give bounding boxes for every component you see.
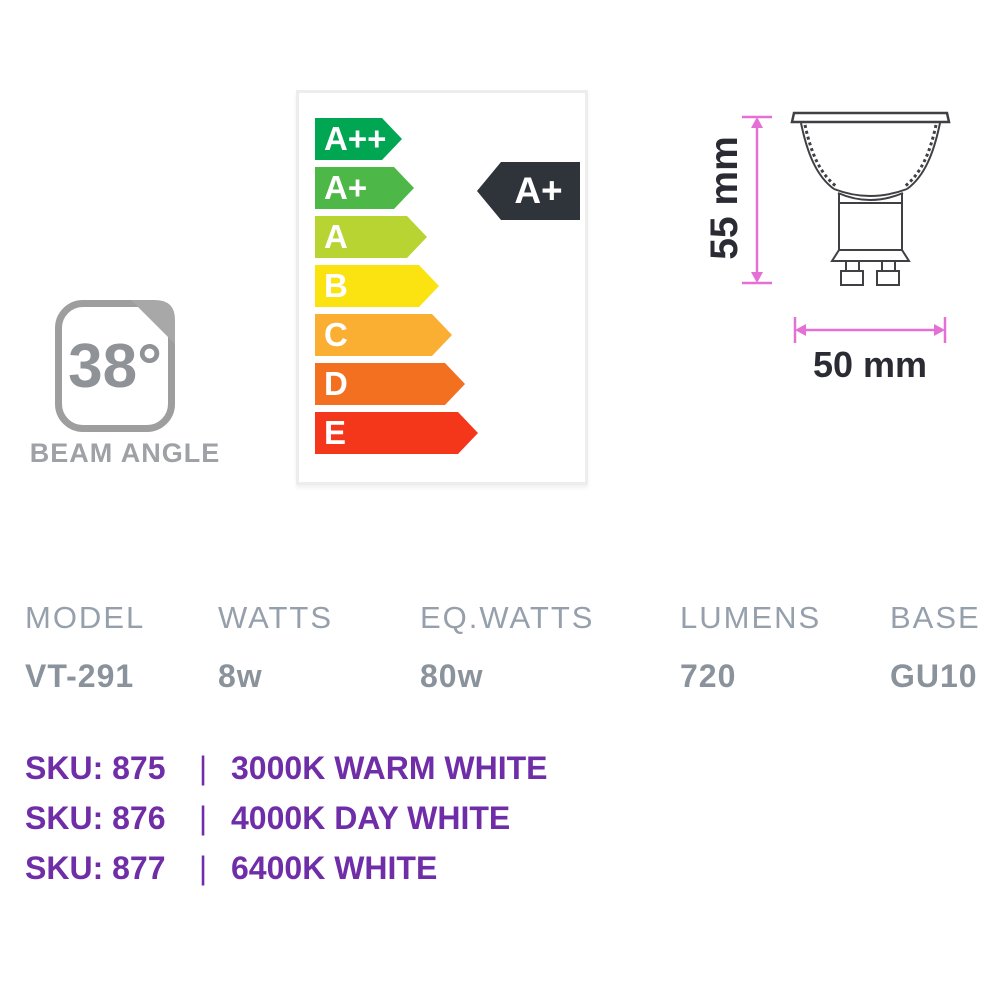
energy-class-arrow-e: E <box>315 412 478 454</box>
dimension-lines <box>742 115 947 343</box>
spec-value-model: VT-291 <box>25 658 135 694</box>
energy-rating-badge: A+ <box>477 162 580 220</box>
spec-header-watts: WATTS <box>218 600 334 635</box>
energy-class-arrow-b: B <box>315 265 439 307</box>
bulb-diagram <box>790 111 951 286</box>
spec-col-eq-watts: EQ.WATTS 80w <box>420 600 594 695</box>
spec-value-eq-watts: 80w <box>420 658 484 694</box>
spec-header-lumens: LUMENS <box>680 600 822 635</box>
spec-value-lumens: 720 <box>680 658 737 694</box>
spec-header-eq-watts: EQ.WATTS <box>420 600 595 635</box>
beam-angle-caption: BEAM ANGLE <box>29 438 221 468</box>
sku-code: SKU: 875 <box>25 749 166 786</box>
sku-label: 4000K DAY WHITE <box>231 799 511 836</box>
spec-col-lumens: LUMENS 720 <box>680 600 821 695</box>
spec-col-watts: WATTS 8w <box>218 600 333 695</box>
spec-header-model: MODEL <box>25 600 146 635</box>
sku-code: SKU: 876 <box>25 799 166 836</box>
folded-corner-icon <box>131 300 175 344</box>
sku-separator: | <box>198 849 208 886</box>
energy-class-arrow-c: C <box>315 314 452 356</box>
beam-angle-icon: 38° <box>55 300 175 432</box>
energy-class-arrow-d: D <box>315 363 465 405</box>
width-dimension-label: 50 mm <box>812 344 928 385</box>
spec-header-base: BASE <box>890 600 981 635</box>
sku-separator: | <box>198 749 208 786</box>
spec-col-base: BASE GU10 <box>890 600 981 695</box>
energy-label-box: A++ A+ A B C D E <box>296 90 588 485</box>
height-dimension-label: 55 mm <box>703 136 746 260</box>
spec-col-model: MODEL VT-291 <box>25 600 145 695</box>
spec-value-watts: 8w <box>218 658 263 694</box>
energy-class-arrow-a: A <box>315 216 427 258</box>
energy-class-arrow-app: A++ <box>315 118 402 160</box>
energy-class-arrow-ap: A+ <box>315 167 414 209</box>
sku-separator: | <box>198 799 208 836</box>
sku-row: SKU: 875 | 3000K WARM WHITE <box>25 743 547 793</box>
sku-row: SKU: 876 | 4000K DAY WHITE <box>25 793 547 843</box>
energy-class-scale: A++ A+ A B C D E <box>315 118 478 461</box>
sku-row: SKU: 877 | 6400K WHITE <box>25 843 547 893</box>
sku-label: 6400K WHITE <box>231 849 438 886</box>
spec-value-base: GU10 <box>890 658 978 694</box>
beam-angle-value: 38° <box>68 331 162 401</box>
sku-code: SKU: 877 <box>25 849 166 886</box>
sku-label: 3000K WARM WHITE <box>231 749 548 786</box>
sku-list: SKU: 875 | 3000K WARM WHITE SKU: 876 | 4… <box>25 743 547 893</box>
